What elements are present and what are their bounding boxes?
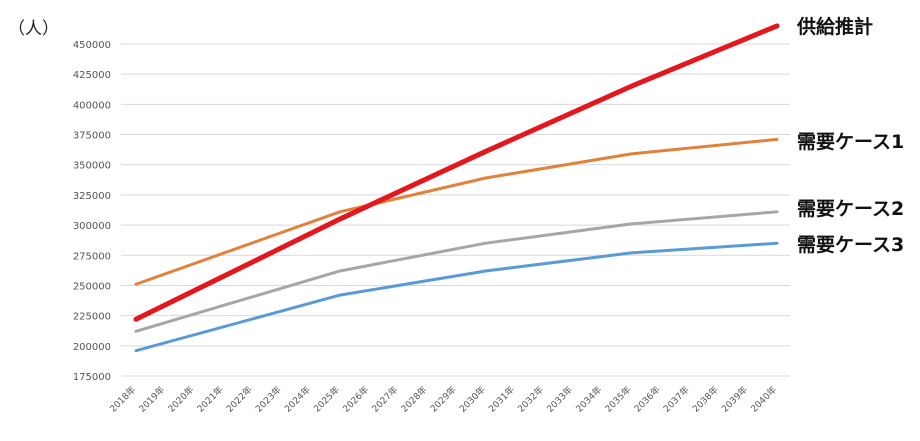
x-tick-label: 2035年 [602,384,633,415]
y-tick-label: 250000 [73,281,111,292]
x-axis-ticks: 2018年 2019年 2020年 2021年 2022年 2023年 2024年 2025年… [107,384,779,415]
x-tick-label: 2020年 [165,384,196,415]
y-tick-label: 375000 [73,131,111,142]
series-label: 需要ケース3 [797,234,904,256]
series-line [133,23,780,322]
x-tick-label: 2031年 [486,384,517,415]
x-tick-label: 2023年 [253,384,284,415]
series-label: 需要ケース1 [797,131,904,153]
x-tick-label: 2028年 [398,384,429,415]
x-tick-label: 2038年 [690,384,721,415]
y-tick-label: 275000 [73,251,111,262]
series-line [134,137,779,286]
x-tick-label: 2025年 [311,384,342,415]
series-label: 供給推計 [796,15,873,38]
y-tick-label: 325000 [73,191,111,202]
y-tick-label: 300000 [73,221,111,232]
series-label: 需要ケース2 [797,198,904,220]
x-tick-label: 2040年 [748,384,779,415]
series-line [134,241,779,353]
grid-lines [121,43,790,377]
x-tick-label: 2039年 [719,384,750,415]
y-tick-label: 450000 [73,40,111,51]
y-tick-label: 200000 [73,342,111,353]
x-tick-label: 2032年 [515,384,546,415]
y-axis-ticks: 175000 200000 225000 250000 275000 300000 3250… [73,40,111,383]
y-tick-label: 425000 [73,70,111,81]
x-tick-label: 2034年 [573,384,604,415]
y-tick-label: 225000 [73,312,111,323]
x-tick-label: 2027年 [369,384,400,415]
x-tick-label: 2037年 [661,384,692,415]
x-tick-label: 2018年 [107,384,138,415]
series-line [134,210,779,333]
x-tick-label: 2036年 [632,384,663,415]
x-tick-label: 2021年 [194,384,225,415]
x-tick-label: 2033年 [544,384,575,415]
series-labels: 需要ケース1 需要ケース2 需要ケース3 供給推計 [796,15,904,256]
y-tick-label: 400000 [73,100,111,111]
x-tick-label: 2026年 [340,384,371,415]
x-tick-label: 2019年 [136,384,167,415]
x-tick-label: 2029年 [428,384,459,415]
y-unit-label: （人） [8,19,59,39]
y-tick-label: 350000 [73,161,111,172]
x-tick-label: 2030年 [457,384,488,415]
series-lines [133,23,780,353]
x-tick-label: 2024年 [282,384,313,415]
y-tick-label: 175000 [73,372,111,383]
x-tick-label: 2022年 [224,384,255,415]
